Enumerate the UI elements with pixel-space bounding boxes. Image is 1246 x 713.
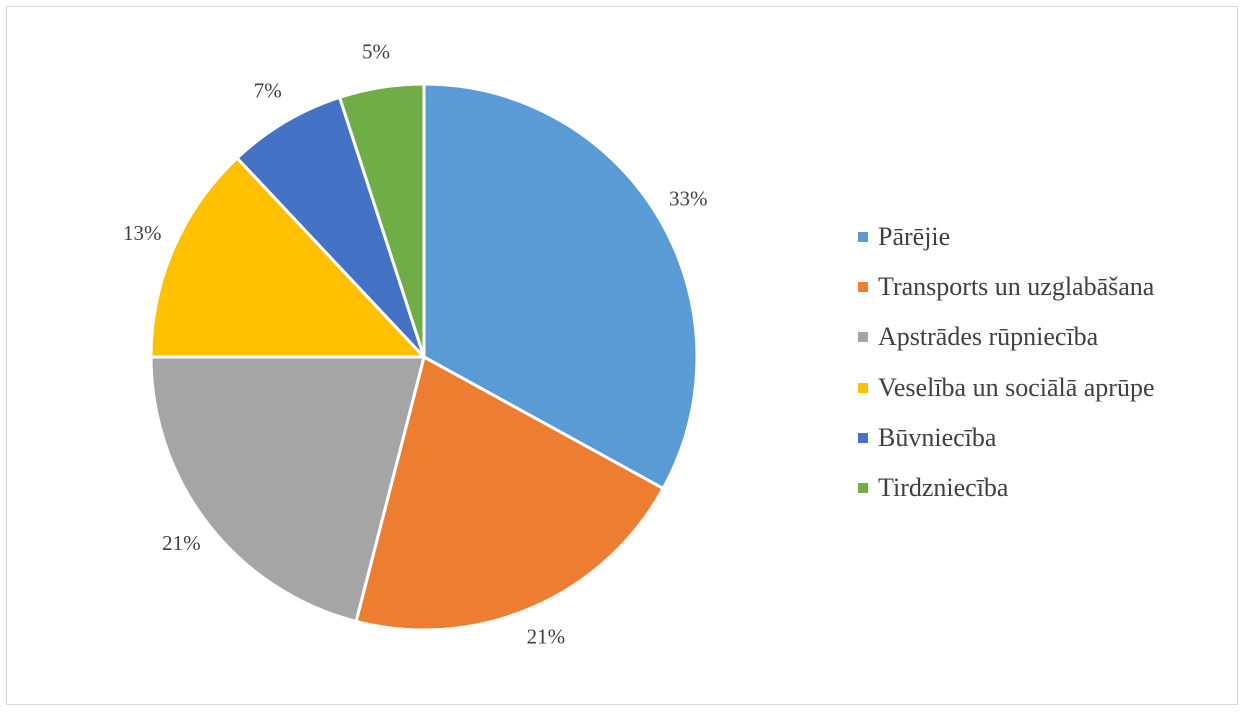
- pie-slice-buvnieciba: [235, 95, 426, 359]
- pie-slice-tirdznieciba: [338, 82, 426, 359]
- pie-data-labels: 33% 21% 21% 13% 7% 5%: [123, 40, 708, 649]
- legend-label: Veselība un sociālā aprūpe: [878, 372, 1155, 402]
- legend-swatch: [858, 483, 868, 494]
- legend-label: Pārējie: [878, 222, 951, 252]
- legend-item-tirdznieciba: Tirdzniecība: [858, 463, 1155, 513]
- legend-swatch: [858, 382, 868, 393]
- data-label-tirdznieciba: 5%: [362, 40, 390, 64]
- legend-swatch: [858, 332, 868, 343]
- pie-slice-apstrades-rupnieciba: [149, 355, 426, 623]
- data-label-buvnieciba: 7%: [254, 79, 282, 103]
- data-label-veseliba-un-sociala-aprupe: 13%: [123, 221, 162, 245]
- legend: Pārējie Transports un uzglabāšana Apstrāde…: [858, 212, 1155, 513]
- legend-label: Būvniecība: [878, 422, 997, 452]
- pie-slice-veseliba-un-sociala-aprupe: [149, 156, 426, 359]
- pie-slice-transports-un-uzglabasana: [354, 355, 665, 632]
- legend-swatch: [858, 282, 868, 293]
- legend-item-apstrades-rupnieciba: Apstrādes rūpniecība: [858, 312, 1155, 362]
- legend-label: Apstrādes rūpniecība: [878, 322, 1099, 352]
- data-label-parejie: 33%: [669, 187, 708, 211]
- legend-label: Transports un uzglabāšana: [878, 272, 1155, 302]
- pie-slices: [149, 82, 699, 632]
- legend-item-parejie: Pārējie: [858, 212, 1155, 262]
- legend-label: Tirdzniecība: [878, 473, 1009, 503]
- legend-swatch: [858, 232, 868, 243]
- legend-swatch: [858, 432, 868, 443]
- data-label-transports-un-uzglabasana: 21%: [527, 625, 566, 649]
- data-label-apstrades-rupnieciba: 21%: [162, 531, 201, 555]
- legend-item-transports-un-uzglabasana: Transports un uzglabāšana: [858, 262, 1155, 312]
- pie-slice-parejie: [422, 82, 699, 491]
- legend-item-veseliba-un-sociala-aprupe: Veselība un sociālā aprūpe: [858, 363, 1155, 413]
- legend-item-buvnieciba: Būvniecība: [858, 413, 1155, 463]
